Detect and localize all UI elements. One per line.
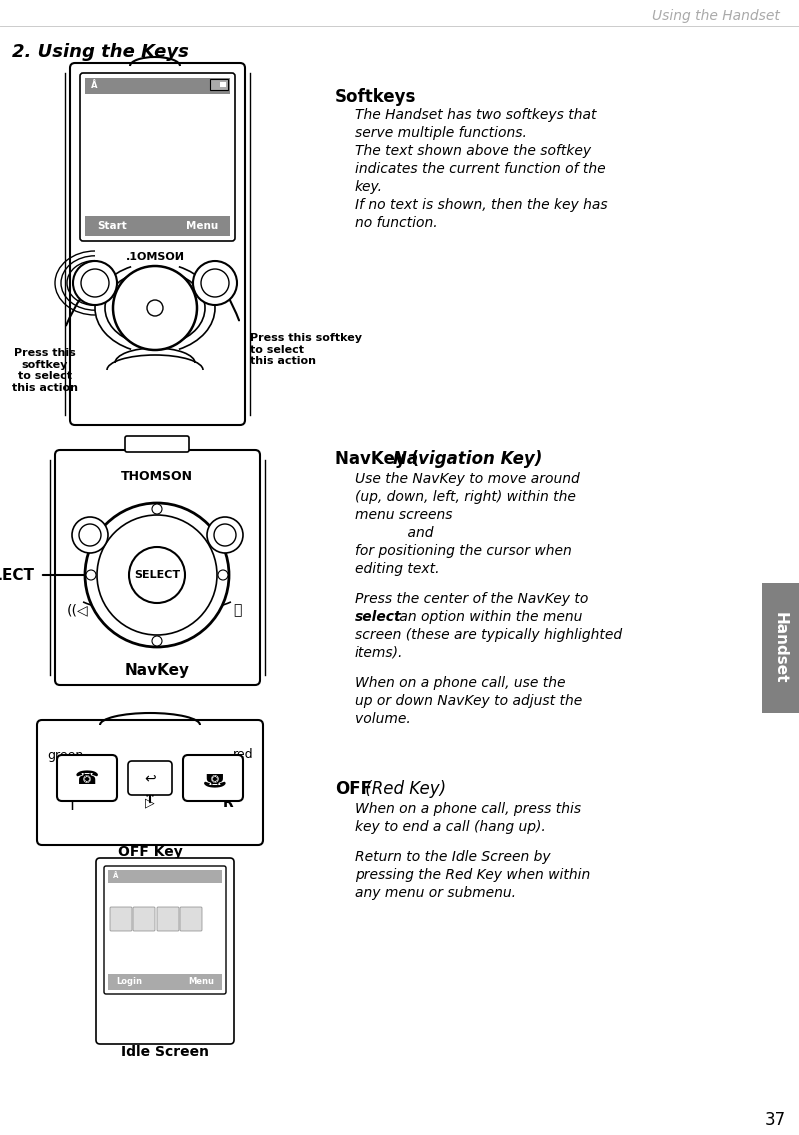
Circle shape bbox=[129, 547, 185, 603]
Text: Navigation Key): Navigation Key) bbox=[392, 449, 542, 468]
Text: up or down NavKey to adjust the: up or down NavKey to adjust the bbox=[355, 693, 582, 708]
Bar bbox=[762, 583, 799, 713]
Text: serve multiple functions.: serve multiple functions. bbox=[355, 126, 527, 140]
Text: Use the NavKey to move around: Use the NavKey to move around bbox=[355, 472, 580, 486]
Bar bbox=[85, 78, 230, 94]
Text: ((◁: ((◁ bbox=[67, 603, 89, 617]
FancyBboxPatch shape bbox=[70, 64, 245, 424]
Text: any menu or submenu.: any menu or submenu. bbox=[355, 886, 516, 900]
Circle shape bbox=[79, 524, 101, 546]
Text: (up, down, left, right) within the: (up, down, left, right) within the bbox=[355, 490, 576, 504]
Text: 2. Using the Keys: 2. Using the Keys bbox=[12, 43, 189, 61]
Text: pressing the Red Key when within: pressing the Red Key when within bbox=[355, 868, 590, 882]
Circle shape bbox=[113, 266, 197, 350]
Text: ☎: ☎ bbox=[75, 768, 99, 788]
Text: Handset: Handset bbox=[773, 612, 788, 683]
Circle shape bbox=[85, 503, 229, 647]
FancyBboxPatch shape bbox=[183, 755, 243, 801]
Bar bbox=[108, 871, 222, 883]
FancyBboxPatch shape bbox=[157, 907, 179, 931]
FancyBboxPatch shape bbox=[128, 760, 172, 794]
Text: Menu: Menu bbox=[188, 977, 214, 986]
FancyBboxPatch shape bbox=[125, 436, 189, 452]
Text: The Handset has two softkeys that: The Handset has two softkeys that bbox=[355, 108, 597, 121]
FancyBboxPatch shape bbox=[80, 73, 235, 241]
Bar bbox=[220, 82, 226, 87]
Text: screen (these are typically highlighted: screen (these are typically highlighted bbox=[355, 628, 622, 642]
Text: When on a phone call, use the: When on a phone call, use the bbox=[355, 676, 566, 690]
Circle shape bbox=[72, 518, 108, 553]
Circle shape bbox=[73, 261, 117, 305]
FancyBboxPatch shape bbox=[37, 720, 263, 844]
Circle shape bbox=[201, 269, 229, 297]
FancyBboxPatch shape bbox=[104, 866, 226, 994]
Text: NavKey: NavKey bbox=[125, 663, 189, 678]
Circle shape bbox=[193, 261, 237, 305]
Text: ↩: ↩ bbox=[144, 771, 156, 785]
Text: |: | bbox=[70, 796, 74, 810]
Text: Å: Å bbox=[113, 873, 118, 880]
Text: 37: 37 bbox=[765, 1111, 785, 1129]
Text: select: select bbox=[355, 609, 402, 624]
Circle shape bbox=[207, 518, 243, 553]
Text: Å: Å bbox=[91, 82, 97, 91]
Text: red: red bbox=[233, 748, 253, 762]
Text: When on a phone call, press this: When on a phone call, press this bbox=[355, 802, 581, 816]
Text: Menu: Menu bbox=[185, 221, 218, 232]
Text: Idle Screen: Idle Screen bbox=[121, 1045, 209, 1059]
Text: ⏻: ⏻ bbox=[233, 603, 241, 617]
Text: menu screens: menu screens bbox=[355, 508, 452, 522]
Text: SELECT: SELECT bbox=[134, 570, 180, 580]
Circle shape bbox=[214, 524, 236, 546]
Text: R: R bbox=[223, 796, 233, 810]
Text: Using the Handset: Using the Handset bbox=[652, 9, 780, 23]
Text: indicates the current function of the: indicates the current function of the bbox=[355, 162, 606, 176]
Text: If no text is shown, then the key has: If no text is shown, then the key has bbox=[355, 197, 607, 212]
Text: Press the center of the NavKey to: Press the center of the NavKey to bbox=[355, 592, 588, 606]
FancyBboxPatch shape bbox=[96, 858, 234, 1044]
Bar bbox=[85, 216, 230, 236]
Text: key to end a call (hang up).: key to end a call (hang up). bbox=[355, 819, 546, 834]
Text: Start: Start bbox=[97, 221, 127, 232]
Text: Softkeys: Softkeys bbox=[335, 89, 416, 106]
FancyBboxPatch shape bbox=[55, 449, 260, 686]
Circle shape bbox=[152, 504, 162, 514]
Text: green: green bbox=[47, 748, 83, 762]
Circle shape bbox=[147, 300, 163, 316]
FancyBboxPatch shape bbox=[180, 907, 202, 931]
Text: volume.: volume. bbox=[355, 712, 411, 726]
Text: NavKey (: NavKey ( bbox=[335, 449, 419, 468]
FancyBboxPatch shape bbox=[57, 755, 117, 801]
Circle shape bbox=[218, 570, 228, 580]
Circle shape bbox=[152, 636, 162, 646]
Bar bbox=[210, 79, 228, 90]
Text: Login: Login bbox=[116, 977, 142, 986]
Text: no function.: no function. bbox=[355, 216, 438, 230]
Text: ▷: ▷ bbox=[145, 797, 155, 809]
Text: Press this
softkey
to select
this action: Press this softkey to select this action bbox=[12, 348, 78, 393]
Circle shape bbox=[86, 570, 96, 580]
Text: ☎: ☎ bbox=[201, 768, 225, 788]
Bar bbox=[108, 974, 222, 990]
Circle shape bbox=[97, 515, 217, 634]
Text: OFF: OFF bbox=[335, 780, 372, 798]
Text: an option within the menu: an option within the menu bbox=[395, 609, 582, 624]
FancyBboxPatch shape bbox=[110, 907, 132, 931]
Text: Return to the Idle Screen by: Return to the Idle Screen by bbox=[355, 850, 551, 864]
Text: OFF Key: OFF Key bbox=[117, 844, 182, 859]
Text: items).: items). bbox=[355, 646, 403, 659]
FancyBboxPatch shape bbox=[133, 907, 155, 931]
Text: for positioning the cursor when: for positioning the cursor when bbox=[355, 544, 572, 558]
Text: (Red Key): (Red Key) bbox=[360, 780, 447, 798]
Text: key.: key. bbox=[355, 180, 383, 194]
Text: .1OMSOИ: .1OMSOИ bbox=[125, 252, 185, 262]
Text: THOMSON: THOMSON bbox=[121, 471, 193, 484]
Text: and: and bbox=[355, 526, 434, 540]
Text: Press this softkey
to select
this action: Press this softkey to select this action bbox=[250, 333, 362, 367]
Text: editing text.: editing text. bbox=[355, 562, 439, 575]
Circle shape bbox=[81, 269, 109, 297]
Text: The text shown above the softkey: The text shown above the softkey bbox=[355, 144, 591, 158]
Text: SELECT: SELECT bbox=[0, 568, 35, 582]
